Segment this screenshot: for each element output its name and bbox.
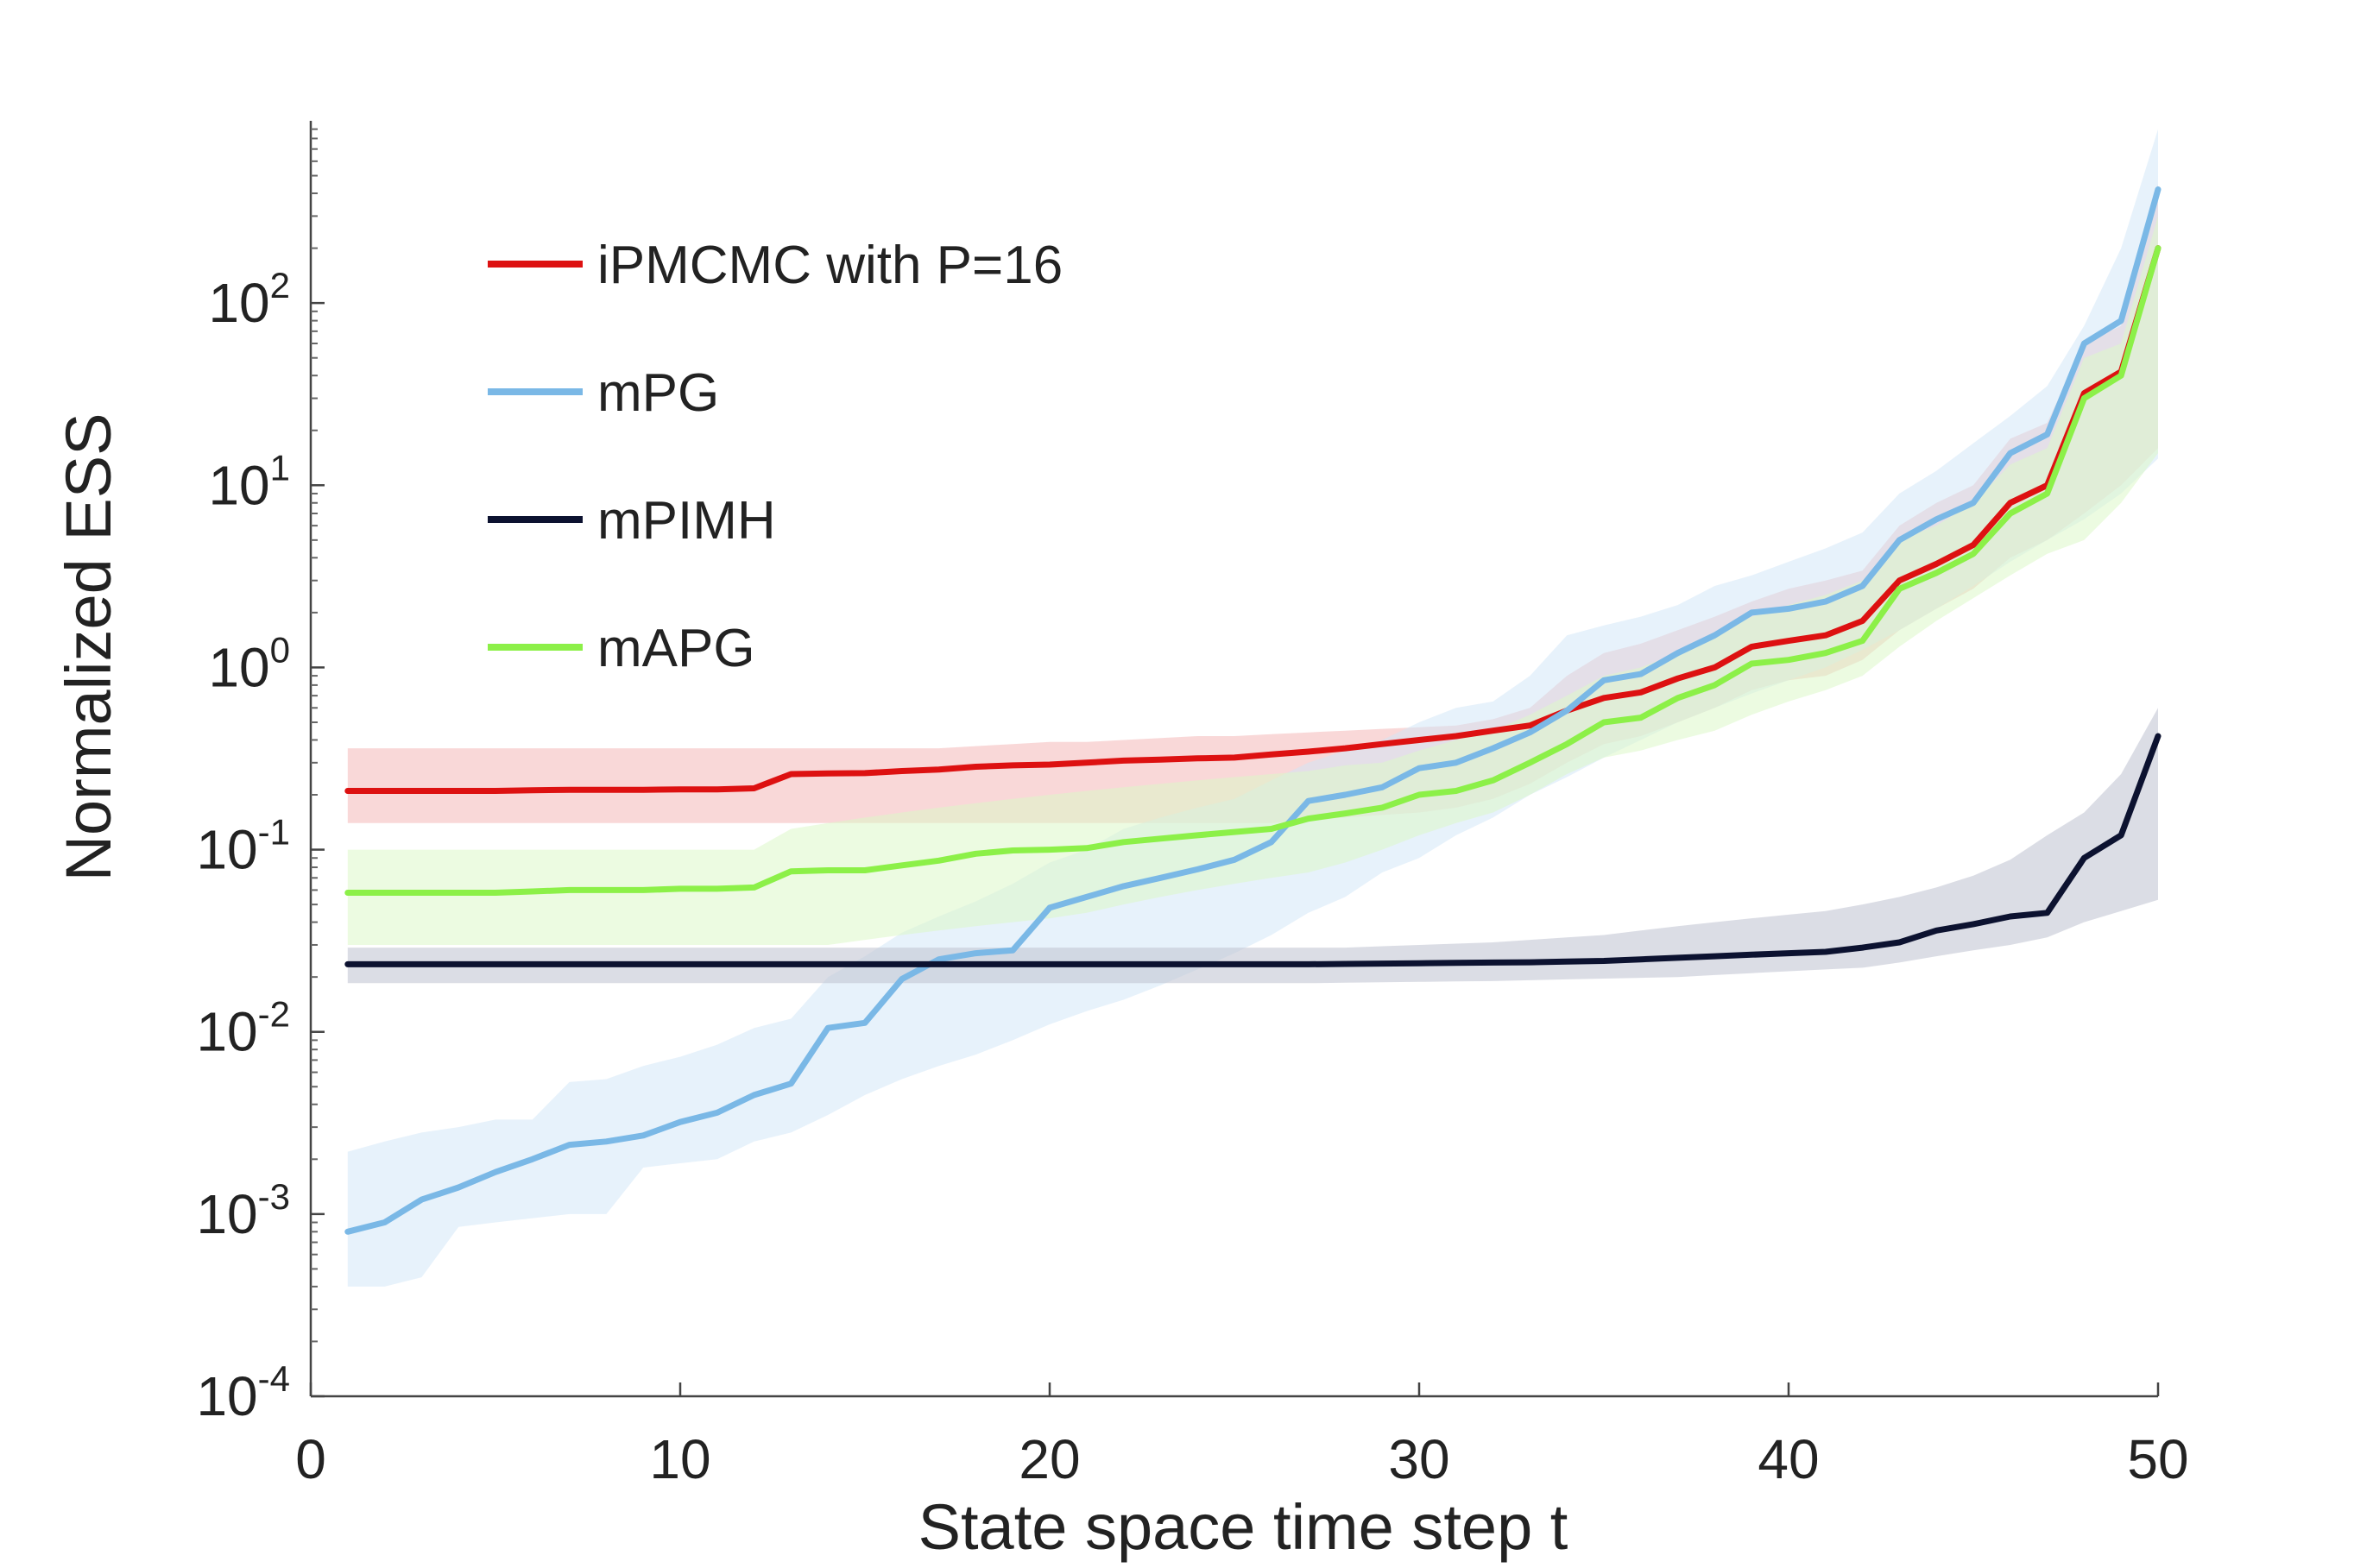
y-tick-label: 101 — [208, 447, 290, 516]
y-tick-label: 10-3 — [196, 1176, 290, 1245]
y-tick-exponent: 1 — [270, 447, 290, 488]
y-tick-label: 10-4 — [196, 1358, 290, 1427]
line-series-2 — [344, 733, 2162, 967]
legend-label-1: mPG — [597, 363, 719, 423]
y-tick-label: 10-2 — [196, 994, 290, 1063]
band-series-1 — [347, 129, 2158, 1287]
y-tick-exponent: 0 — [270, 629, 290, 670]
y-tick-label: 100 — [208, 629, 290, 698]
line-series-3 — [344, 245, 2162, 896]
y-tick-label: 102 — [208, 265, 290, 334]
legend: iPMCMC with P=16 mPG mPIMH mAPG — [488, 236, 1063, 678]
line-series-0 — [344, 245, 2162, 794]
y-tick-exponent: -1 — [258, 812, 290, 853]
y-tick-base: 10 — [208, 272, 269, 334]
x-tick-label: 10 — [649, 1428, 710, 1490]
x-tick-label: 30 — [1388, 1428, 1449, 1490]
x-tick-label: 50 — [2127, 1428, 2188, 1490]
confidence-bands — [347, 129, 2158, 1287]
y-axis-title: Normalized ESS — [53, 413, 124, 882]
band-series-3 — [347, 216, 2158, 945]
y-tick-base: 10 — [196, 819, 257, 881]
y-tick-base: 10 — [208, 636, 269, 698]
legend-label-2: mPIMH — [597, 491, 776, 551]
y-tick-exponent: 2 — [270, 265, 290, 305]
line-series-1 — [344, 186, 2162, 1235]
axes — [309, 121, 2158, 1398]
legend-label-0: iPMCMC with P=16 — [597, 236, 1063, 295]
legend-label-3: mAPG — [597, 619, 755, 678]
y-tick-base: 10 — [196, 1365, 257, 1427]
x-axis-ticks: 0 10 20 30 40 50 — [295, 1382, 2189, 1490]
y-tick-exponent: -3 — [258, 1176, 290, 1217]
x-tick-label: 20 — [1019, 1428, 1080, 1490]
x-tick-label: 0 — [295, 1428, 326, 1490]
y-tick-base: 10 — [208, 454, 269, 516]
band-series-2 — [347, 708, 2158, 984]
x-axis-title: State space time step t — [918, 1491, 1568, 1563]
y-tick-exponent: -2 — [258, 994, 290, 1035]
y-tick-base: 10 — [196, 1001, 257, 1063]
y-tick-base: 10 — [196, 1183, 257, 1245]
x-tick-label: 40 — [1758, 1428, 1819, 1490]
series-lines — [344, 186, 2162, 1235]
y-tick-exponent: -4 — [258, 1358, 290, 1399]
y-tick-label: 10-1 — [196, 812, 290, 881]
